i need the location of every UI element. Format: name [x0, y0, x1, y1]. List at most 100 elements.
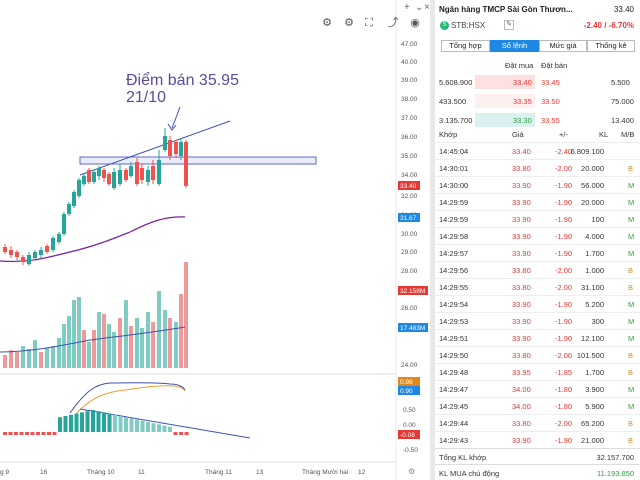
- symbol-label: STB:HSX: [451, 21, 486, 30]
- trade-price: 33.80: [512, 266, 531, 275]
- histogram-bar: [102, 412, 106, 432]
- histogram-bar: [41, 432, 46, 435]
- close-icon[interactable]: ×: [424, 2, 430, 13]
- tab-so-lenh[interactable]: Sổ lệnh: [490, 40, 539, 52]
- price-badge-label: 0.98: [400, 379, 413, 386]
- fullscreen-icon[interactable]: ⛶: [365, 17, 373, 29]
- trade-change: -2.40: [555, 147, 573, 156]
- price-tick-label: 35.00: [401, 153, 418, 160]
- ask-volume: 5.500: [611, 78, 630, 87]
- trade-row[interactable]: 14:30:01 33.80 -2.00 20.000 B: [435, 159, 640, 176]
- trade-side: B: [628, 164, 634, 173]
- trade-row[interactable]: 14:29:51 33.90 -1.90 12.100 M: [435, 329, 640, 346]
- price-badge-label: 0.90: [400, 388, 413, 395]
- trade-change: -2.00: [555, 164, 573, 173]
- candle-body: [151, 166, 155, 180]
- trade-volume: 6.809.100: [570, 147, 604, 156]
- panel-divider[interactable]: [430, 0, 435, 480]
- histogram-bar: [63, 416, 68, 432]
- chevron-down-icon[interactable]: ⌄: [415, 2, 424, 13]
- histogram-bar: [80, 412, 84, 432]
- volume-bar: [87, 342, 91, 368]
- candle-body: [146, 170, 150, 182]
- trade-row[interactable]: 14:45:04 33.40 -2.40 6.809.100: [435, 142, 640, 159]
- price-tick-label: 39.00: [401, 77, 418, 84]
- orderbook-row[interactable]: 433.500 33.35 33.50 75.000: [435, 93, 640, 109]
- price-tick-label: 30.00: [401, 231, 418, 238]
- candle-body: [57, 234, 61, 242]
- candle-body: [72, 192, 76, 206]
- trade-row[interactable]: 14:29:47 34.00 -1.80 3.900 M: [435, 380, 640, 397]
- trade-row[interactable]: 14:30:00 33.90 -1.90 56.000 M: [435, 176, 640, 193]
- trade-row[interactable]: 14:29:58 33.90 -1.90 4.000 M: [435, 227, 640, 244]
- trade-row[interactable]: 14:29:57 33.90 -1.90 1.700 M: [435, 244, 640, 261]
- price-tick-label: 47.00: [401, 41, 418, 48]
- trade-volume: 12.100: [581, 334, 604, 343]
- osc-tick-label: 0.00: [403, 422, 416, 429]
- trade-row[interactable]: 14:29:54 33.90 -1.90 5.200 M: [435, 295, 640, 312]
- trade-row[interactable]: 14:29:45 34.00 -1.80 5.900 M: [435, 397, 640, 414]
- trade-volume: 21.000: [581, 436, 604, 445]
- price-tick-label: 29.00: [401, 249, 418, 256]
- gear-icon[interactable]: ⚙: [344, 17, 354, 29]
- trade-time: 14:45:04: [439, 147, 469, 156]
- trade-row[interactable]: 14:29:59 33.90 -1.90 100 M: [435, 210, 640, 227]
- trade-row[interactable]: 14:29:56 33.80 -2.00 1.000 B: [435, 261, 640, 278]
- tab-tong-hop[interactable]: Tổng hợp: [441, 40, 490, 52]
- histogram-bar: [8, 432, 13, 435]
- trade-row[interactable]: 14:29:44 33.80 -2.00 65.200 B: [435, 414, 640, 431]
- orderbook-row[interactable]: 3.135.700 33.30 33.55 13.400: [435, 112, 640, 128]
- trade-volume: 20.000: [581, 164, 604, 173]
- volume-bar: [168, 318, 172, 368]
- edit-icon[interactable]: ✎: [504, 20, 514, 30]
- trade-row[interactable]: 14:29:50 33.80 -2.00 101.500 B: [435, 346, 640, 363]
- bid-volume: 5.608.900: [439, 78, 473, 87]
- trade-volume: 31.100: [581, 283, 604, 292]
- orderbook-row[interactable]: 5.608.900 33.40 33.45 5.500: [435, 74, 640, 90]
- trade-side: M: [628, 300, 635, 309]
- candle-body: [174, 142, 178, 154]
- trade-time: 14:29:59: [439, 215, 469, 224]
- candle-body: [82, 176, 86, 184]
- candle-body: [129, 166, 133, 176]
- camera-icon[interactable]: ◉: [410, 17, 420, 29]
- price-change: -2.40 / -6.70%: [583, 21, 634, 30]
- volume-bar: [107, 324, 111, 368]
- settings-icon[interactable]: ⚙: [408, 467, 415, 476]
- histogram-bar: [140, 420, 145, 432]
- time-tick-label: Tháng Mười hai: [302, 469, 348, 476]
- stock-chart[interactable]: Điểm bán 35.95 21/10 47.00 40.00 39.00 38.0…: [0, 0, 430, 480]
- col-price: Giá: [512, 130, 524, 139]
- settings-icon[interactable]: ⚙: [322, 17, 332, 29]
- trade-time: 14:29:47: [439, 385, 469, 394]
- trade-change: -1.90: [555, 198, 573, 207]
- col-change: +/-: [559, 130, 568, 139]
- col-volume: KL: [599, 130, 609, 139]
- summary-label: KL MUA chủ động: [439, 469, 500, 478]
- trade-row[interactable]: 14:29:53 33.90 -1.90 300 M: [435, 312, 640, 329]
- oscillator-line: [69, 382, 186, 414]
- trade-volume: 56.000: [581, 181, 604, 190]
- trade-row[interactable]: 14:29:55 33.80 -2.00 31.100 B: [435, 278, 640, 295]
- upper-trendline: [79, 120, 231, 176]
- volume-bar: [62, 324, 66, 368]
- bid-volume: 433.500: [439, 97, 467, 106]
- volume-bar: [146, 312, 150, 368]
- tab-thong-ke[interactable]: Thống kê: [587, 40, 635, 52]
- trade-price: 33.80: [512, 419, 531, 428]
- trade-side: B: [628, 266, 634, 275]
- trade-side: M: [628, 385, 635, 394]
- add-icon[interactable]: +: [404, 2, 410, 13]
- tab-muc-gia[interactable]: Mức giá: [539, 40, 587, 52]
- trade-row[interactable]: 14:29:43 33.90 -1.90 21.000 B: [435, 431, 640, 448]
- trade-row[interactable]: 14:29:59 33.90 -1.90 20.000 M: [435, 193, 640, 210]
- oscillator-signal-line: [74, 385, 186, 416]
- chart-pane[interactable]: Điểm bán 35.95 21/10 47.00 40.00 39.00 38.0…: [0, 0, 430, 480]
- price-badge: [398, 430, 420, 439]
- volume-bar: [97, 312, 101, 368]
- share-icon[interactable]: ⤴: [387, 17, 399, 29]
- volume-bar: [82, 330, 86, 368]
- trade-row[interactable]: 14:29:48 33.95 -1.85 1.700 B: [435, 363, 640, 380]
- candle-body: [184, 142, 188, 186]
